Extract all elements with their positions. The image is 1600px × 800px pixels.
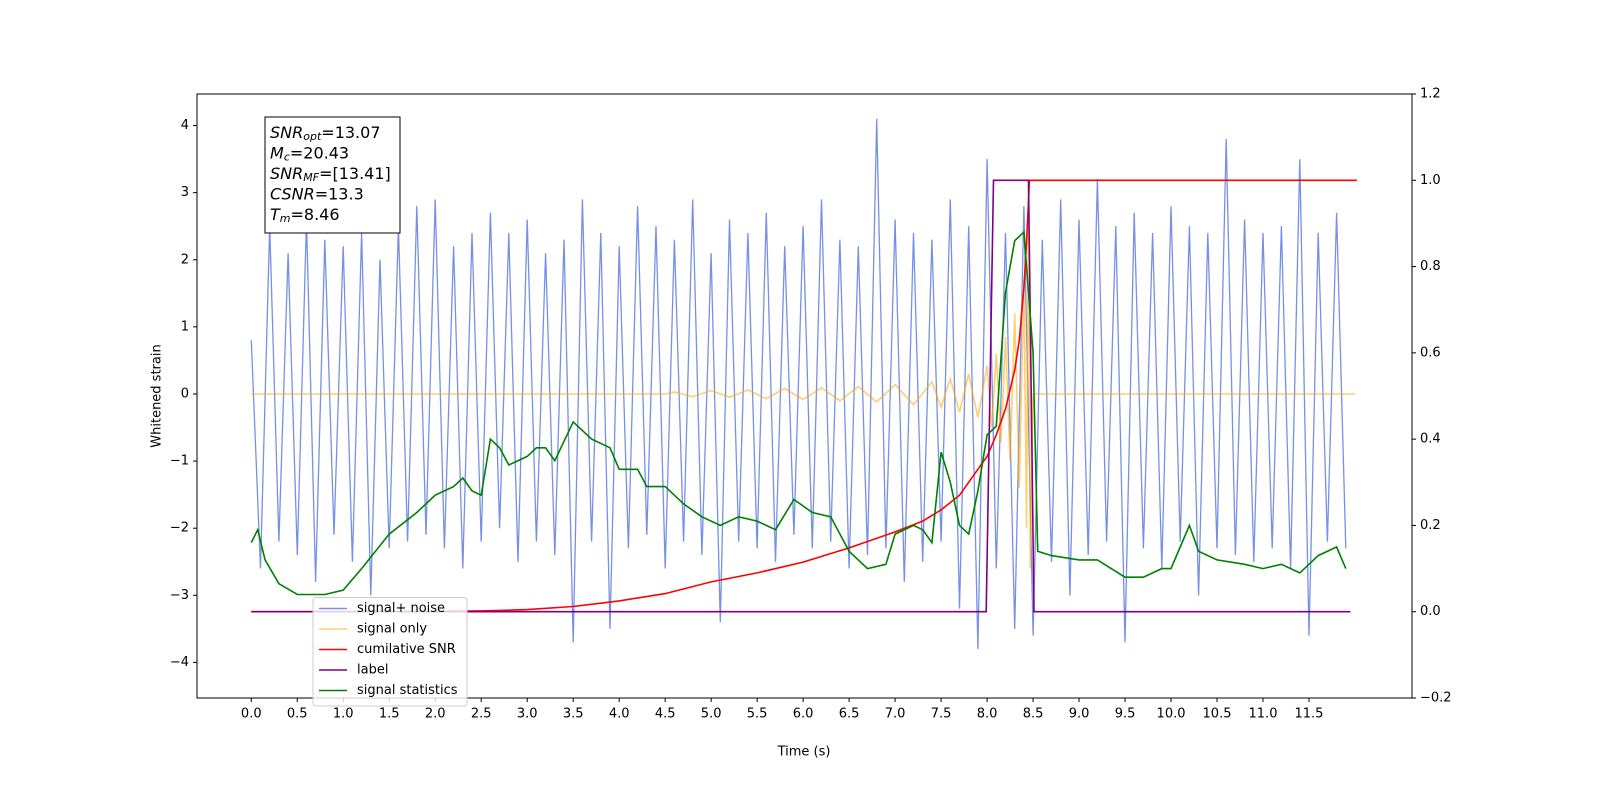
legend-box xyxy=(312,597,468,707)
series-line xyxy=(250,230,1347,596)
x-tick-label: 3.5 xyxy=(563,707,584,722)
x-tick-label: 1.0 xyxy=(333,707,354,722)
y2-tick-label: 0.0 xyxy=(1420,604,1441,619)
x-tick-label: 8.5 xyxy=(1023,707,1044,722)
x-tick-label: 10.5 xyxy=(1203,707,1232,722)
annotation-line: Mc=20.43 xyxy=(270,143,349,164)
y-tick-label: 4 xyxy=(181,118,189,133)
annotation-value: =20.43 xyxy=(290,143,349,162)
x-tick-label: 7.5 xyxy=(931,707,952,722)
x-axis-label: Time (s) xyxy=(777,745,831,760)
y-tick-label: −3 xyxy=(170,588,189,603)
y-tick-label: 3 xyxy=(181,185,189,200)
annotation-symbol: T xyxy=(270,205,281,224)
annotation-subscript: m xyxy=(280,212,291,225)
annotation-box xyxy=(264,116,401,234)
annotation-value: =8.46 xyxy=(291,205,340,224)
y-tick-label: 2 xyxy=(181,252,189,267)
annotation-subscript: opt xyxy=(303,130,322,143)
legend: signal+ noise signal only cumilative SNR la… xyxy=(312,597,468,707)
y2-tick-label: 0.8 xyxy=(1420,259,1441,274)
y2-tick-label: 0.6 xyxy=(1420,345,1441,360)
annotation-line: SNRMF=[13.41] xyxy=(270,164,391,185)
y-tick-label: −2 xyxy=(170,521,189,536)
x-tick-label: 0.5 xyxy=(287,707,308,722)
x-tick-label: 11.5 xyxy=(1295,707,1324,722)
y-tick-label: −1 xyxy=(170,454,189,469)
annotation-symbol: M xyxy=(270,143,284,162)
annotation-value: =13.07 xyxy=(321,123,380,142)
x-tick-label: 8.0 xyxy=(977,707,998,722)
y-tick-label: −4 xyxy=(170,655,189,670)
x-tick-label: 4.0 xyxy=(609,707,630,722)
annotation-symbol: SNR xyxy=(270,164,303,183)
x-tick-label: 6.0 xyxy=(793,707,814,722)
x-tick-label: 9.5 xyxy=(1115,707,1136,722)
x-tick-label: 3.0 xyxy=(517,707,538,722)
annotation-value: =[13.41] xyxy=(319,164,391,183)
legend-label: label xyxy=(357,663,388,678)
legend-label: cumilative SNR xyxy=(357,642,456,657)
y2-tick-label: −0.2 xyxy=(1420,691,1452,706)
series-line xyxy=(251,179,1357,613)
y-tick-label: 0 xyxy=(181,386,189,401)
annotation-value: =13.3 xyxy=(315,184,364,203)
series-line xyxy=(251,179,1355,569)
x-tick-label: 6.5 xyxy=(839,707,860,722)
plot-lines xyxy=(250,118,1357,650)
x-tick-label: 9.0 xyxy=(1069,707,1090,722)
x-tick-label: 11.0 xyxy=(1249,707,1278,722)
annotation-line: Tm=8.46 xyxy=(270,205,340,226)
x-tick-label: 1.5 xyxy=(379,707,400,722)
legend-label: signal+ noise xyxy=(357,601,445,616)
legend-label: signal only xyxy=(357,622,427,637)
series-line xyxy=(251,179,1351,613)
annotation-symbol: SNR xyxy=(270,123,303,142)
x-tick-label: 0.0 xyxy=(241,707,262,722)
legend-label: signal statistics xyxy=(357,683,458,698)
annotation-subscript: MF xyxy=(303,171,319,184)
x-tick-label: 2.5 xyxy=(471,707,492,722)
x-tick-label: 4.5 xyxy=(655,707,676,722)
y2-tick-label: 1.2 xyxy=(1420,87,1441,102)
annotation-symbol: CSNR xyxy=(270,184,315,203)
x-tick-label: 10.0 xyxy=(1157,707,1186,722)
y2-tick-label: 0.4 xyxy=(1420,432,1441,447)
x-tick-label: 7.0 xyxy=(885,707,906,722)
axes-frame xyxy=(196,93,1413,699)
x-tick-label: 5.5 xyxy=(747,707,768,722)
annotation-line: CSNR=13.3 xyxy=(270,184,364,203)
y-tick-label: 1 xyxy=(181,319,189,334)
annotation-line: SNRopt=13.07 xyxy=(270,123,381,144)
y2-tick-label: 1.0 xyxy=(1420,173,1441,188)
series-line xyxy=(250,118,1347,650)
annotation-subscript: c xyxy=(284,151,290,164)
y2-tick-label: 0.2 xyxy=(1420,518,1441,533)
y-axis-label: Whitened strain xyxy=(150,344,165,447)
x-tick-label: 5.0 xyxy=(701,707,722,722)
x-tick-label: 2.0 xyxy=(425,707,446,722)
annotation: SNRopt=13.07Mc=20.43SNRMF=[13.41]CSNR=13… xyxy=(264,116,401,234)
